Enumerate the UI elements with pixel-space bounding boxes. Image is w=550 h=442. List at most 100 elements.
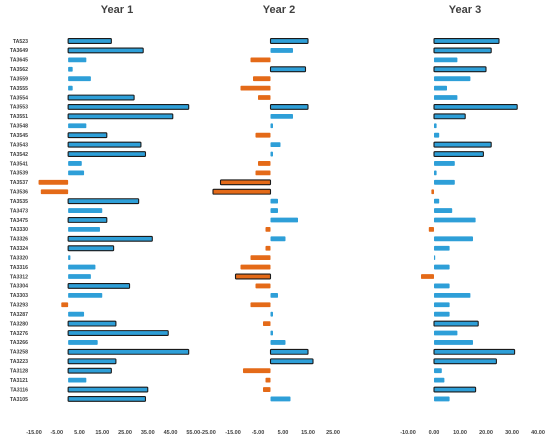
bar <box>270 113 293 119</box>
bar <box>40 189 69 195</box>
bar <box>434 245 450 251</box>
x-tick-label: 25.00 <box>118 430 132 436</box>
bar <box>434 283 450 289</box>
y-tick-label: TA3266 <box>10 340 28 346</box>
bar <box>68 292 103 298</box>
bar <box>270 330 273 336</box>
bar <box>240 85 271 91</box>
bar <box>67 94 135 101</box>
panel-year-1: Year 1 -15.00 -5.00 5.00 15.00 25.00 35.00 45.0… <box>26 4 200 436</box>
y-tick-label: TA3312 <box>10 274 28 280</box>
y-tick-label: TA3535 <box>10 199 28 205</box>
bar <box>433 141 492 148</box>
bar <box>263 321 271 326</box>
bar <box>431 189 434 195</box>
y-tick-label: TA3116 <box>10 387 28 393</box>
y-tick-label: TA3316 <box>10 265 28 271</box>
y-tick-label: TA3536 <box>10 190 28 196</box>
panel-title: Year 1 <box>101 4 133 16</box>
y-tick-label: TA3128 <box>10 369 28 375</box>
bar <box>434 330 458 336</box>
y-tick-label: TA3324 <box>10 246 28 252</box>
bar <box>270 340 286 345</box>
bar <box>68 311 85 317</box>
x-tick-label: 35.00 <box>141 430 155 436</box>
bar <box>434 264 450 270</box>
bar <box>270 217 298 223</box>
y-tick-label: TA3326 <box>10 237 28 243</box>
bar <box>269 358 314 365</box>
y-tick-label: TA3548 <box>10 124 28 130</box>
bar <box>434 198 440 204</box>
y-tick-label: TA3555 <box>10 86 28 92</box>
bar <box>434 208 453 213</box>
y-tick-label: TA3293 <box>10 303 28 309</box>
bar <box>434 236 473 242</box>
bar <box>240 264 271 270</box>
bar <box>67 235 153 242</box>
bar <box>255 170 271 176</box>
bar <box>250 255 271 261</box>
y-tick-label: TA3258 <box>10 350 28 356</box>
bar <box>434 377 445 383</box>
bar <box>434 368 442 374</box>
bar <box>68 66 73 72</box>
bar <box>434 340 473 345</box>
x-tick-label: 25.00 <box>326 430 340 436</box>
x-tick-label: 5.00 <box>278 430 289 436</box>
bar <box>68 227 100 232</box>
y-tick-label: TA3645 <box>10 58 28 64</box>
bar <box>67 358 117 365</box>
y-tick-label: TA3330 <box>10 227 28 233</box>
bar <box>270 311 273 317</box>
x-tick-label: -15.00 <box>26 430 42 436</box>
bar <box>434 95 458 100</box>
bar <box>68 208 103 213</box>
y-tick-label: TA3276 <box>10 331 28 337</box>
y-tick-label: TA3551 <box>10 114 28 120</box>
x-tick-label: 5.00 <box>74 430 85 436</box>
bar <box>68 161 82 166</box>
y-tick-label: TA3287 <box>10 312 28 318</box>
x-tick-label: 15.00 <box>301 430 315 436</box>
bar <box>38 179 69 185</box>
bar <box>67 282 131 289</box>
y-tick-label: TA3280 <box>10 321 28 327</box>
panel-title: Year 3 <box>449 4 481 16</box>
bar <box>68 274 91 279</box>
bar <box>67 198 140 205</box>
x-tick-label: 30.00 <box>505 430 519 436</box>
bar <box>433 386 477 393</box>
bar <box>258 95 271 100</box>
bar <box>270 142 281 148</box>
y-tick-label: TA3223 <box>10 359 28 365</box>
x-tick-label: 45.00 <box>164 430 178 436</box>
bar <box>434 170 437 176</box>
panel-title: Year 2 <box>263 4 295 16</box>
bar <box>219 179 272 186</box>
bar <box>68 57 87 63</box>
bar <box>269 348 309 355</box>
bar <box>68 76 91 82</box>
bar <box>433 66 487 73</box>
bar <box>265 377 271 383</box>
y-tick-label: TA523 <box>13 39 28 45</box>
y-tick-label: TA3105 <box>10 397 28 403</box>
x-tick-label: 0.00 <box>429 430 440 436</box>
bar <box>269 66 307 73</box>
y-tick-label: TA3559 <box>10 76 28 82</box>
x-tick-label: 15.00 <box>95 430 109 436</box>
bar <box>434 132 440 138</box>
bar <box>434 255 436 261</box>
bar <box>434 179 455 185</box>
bar <box>433 320 479 327</box>
bar <box>250 302 271 308</box>
bar <box>68 340 98 345</box>
y-tick-label: TA3473 <box>10 208 28 214</box>
x-tick-label: -10.00 <box>400 430 416 436</box>
bar <box>68 255 71 261</box>
bar <box>67 47 144 54</box>
bar <box>270 123 273 129</box>
bar <box>67 386 149 393</box>
bar <box>67 151 147 157</box>
